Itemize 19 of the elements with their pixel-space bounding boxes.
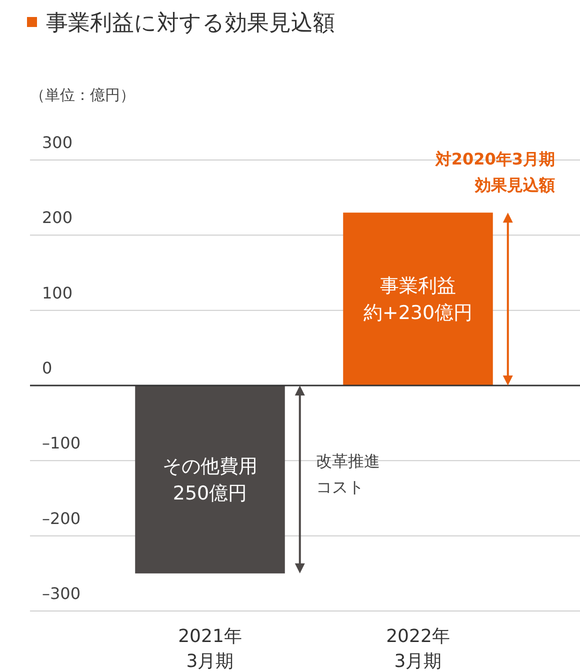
x-tick-label: 2022年 3月期 bbox=[386, 626, 450, 672]
x-tick-label: 2021年 3月期 bbox=[178, 626, 242, 672]
annotation: その他費用 bbox=[162, 455, 258, 478]
y-tick-label: 100 bbox=[42, 283, 73, 302]
annotation: 対2020年3月期 bbox=[434, 150, 555, 169]
y-tick-label: 0 bbox=[42, 358, 52, 378]
data-label: 250億円 bbox=[172, 482, 248, 504]
y-tick-label: 200 bbox=[42, 208, 73, 228]
y-tick-label: –300 bbox=[42, 584, 81, 603]
annotation: 効果見込額 bbox=[474, 176, 555, 195]
annotation: コスト bbox=[316, 477, 364, 496]
annotation: 事業利益 bbox=[380, 275, 456, 298]
y-tick-label: –100 bbox=[42, 434, 81, 453]
data-label: 約+230億円 bbox=[363, 302, 473, 324]
y-axis-title: （単位：億円） bbox=[30, 86, 135, 104]
y-tick-label: –200 bbox=[42, 508, 81, 528]
annotation: 改革推進 bbox=[316, 451, 380, 470]
y-tick-label: 300 bbox=[42, 133, 73, 152]
chart-title: 事業利益に対する効果見込額 bbox=[46, 11, 335, 36]
